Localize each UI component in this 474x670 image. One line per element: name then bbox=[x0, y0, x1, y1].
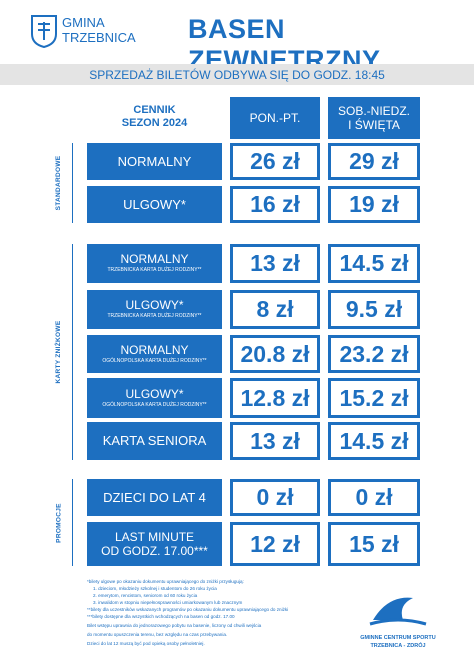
price: 13 zł bbox=[230, 422, 320, 460]
footnotes: *bilety ulgowe po okazaniu dokumentu upr… bbox=[87, 578, 288, 647]
section-rule bbox=[72, 143, 73, 223]
row-label: NORMALNY bbox=[87, 143, 222, 180]
section-rule bbox=[72, 244, 73, 460]
row-title: ULGOWY* bbox=[125, 386, 184, 401]
row-title: DZIECI DO LAT 4 bbox=[103, 489, 206, 505]
row-subtitle: OD GODZ. 17.00*** bbox=[101, 544, 208, 558]
footnote: ***bilety dostępne dla wszystkich wchodz… bbox=[87, 614, 235, 619]
row-title: ULGOWY* bbox=[125, 298, 184, 312]
row-label: KARTA SENIORA bbox=[87, 422, 222, 460]
header-line: I ŚWIĘTA bbox=[348, 118, 400, 132]
row-subtitle: OGÓLNOPOLSKA KARTA DUŻEJ RODZINY** bbox=[102, 401, 207, 408]
price: 19 zł bbox=[328, 186, 420, 223]
price: 20.8 zł bbox=[230, 335, 320, 373]
header-line: SEZON 2024 bbox=[121, 117, 188, 129]
footnote: 1. dzieciom, młodzieży szkolnej i studen… bbox=[93, 586, 217, 591]
header-line: PON.-PT. bbox=[249, 111, 301, 125]
header-line: CENNIK bbox=[133, 104, 176, 116]
row-label: DZIECI DO LAT 4 bbox=[87, 479, 222, 516]
price: 15.2 zł bbox=[328, 378, 420, 418]
header-line: SOB.-NIEDZ. bbox=[337, 104, 410, 118]
footnote: *bilety ulgowe po okazaniu dokumentu upr… bbox=[87, 579, 244, 584]
row-subtitle: TRZEBNICKA KARTA DUŻEJ RODZINY** bbox=[107, 267, 202, 273]
row-subtitle: OGÓLNOPOLSKA KARTA DUŻEJ RODZINY** bbox=[102, 357, 207, 364]
row-title: NORMALNY bbox=[117, 153, 192, 169]
header-label: CENNIK SEZON 2024 bbox=[87, 97, 222, 137]
price: 13 zł bbox=[230, 244, 320, 283]
price: 0 zł bbox=[230, 479, 320, 516]
price: 29 zł bbox=[328, 143, 420, 180]
price: 14.5 zł bbox=[328, 244, 420, 283]
logo-text: GMINA TRZEBNICA bbox=[62, 15, 136, 45]
logo-line: GMINNE CENTRUM SPORTU bbox=[360, 635, 436, 641]
price: 26 zł bbox=[230, 143, 320, 180]
crest bbox=[31, 15, 57, 48]
logo-line: TRZEBNICA - ZDRÓJ bbox=[370, 643, 426, 649]
sport-logo-text: GMINNE CENTRUM SPORTU TRZEBNICA - ZDRÓJ bbox=[350, 634, 446, 650]
sport-logo bbox=[369, 597, 427, 626]
footnote: 3. inwalidom w stopniu niepełnosprawnośc… bbox=[93, 600, 243, 605]
row-subtitle: TRZEBNICKA KARTA DUŻEJ RODZINY** bbox=[107, 313, 202, 319]
row-label: NORMALNY OGÓLNOPOLSKA KARTA DUŻEJ RODZINY… bbox=[87, 335, 222, 373]
price: 14.5 zł bbox=[328, 422, 420, 460]
price: 9.5 zł bbox=[328, 290, 420, 329]
row-title: KARTA SENIORA bbox=[102, 433, 207, 448]
row-label: LAST MINUTE OD GODZ. 17.00*** bbox=[87, 522, 222, 566]
footnote: 2. emerytom, rencistom, seniorom od 60 r… bbox=[93, 593, 198, 598]
section-label: PROMOCJE bbox=[55, 502, 62, 543]
row-label: ULGOWY* TRZEBNICKA KARTA DUŻEJ RODZINY** bbox=[87, 290, 222, 329]
footnote: Bilet wstępu uprawnia do jednorazowego p… bbox=[87, 623, 262, 628]
footnote: **bilety dla uczestników wskazanych prog… bbox=[87, 607, 289, 612]
banner: SPRZEDAŻ BILETÓW ODBYWA SIĘ DO GODZ. 18:… bbox=[0, 64, 474, 85]
section-label: KARTY ZNIŻKOWE bbox=[55, 320, 62, 384]
header-cell: PON.-PT. bbox=[230, 97, 320, 139]
price: 12.8 zł bbox=[230, 378, 320, 418]
price: 0 zł bbox=[328, 479, 420, 516]
row-title: LAST MINUTE bbox=[114, 530, 195, 544]
price: 23.2 zł bbox=[328, 335, 420, 373]
section-label: STANDARDOWE bbox=[55, 155, 62, 211]
row-title: NORMALNY bbox=[120, 342, 189, 357]
price: 16 zł bbox=[230, 186, 320, 223]
row-title: NORMALNY bbox=[120, 252, 189, 266]
price: 8 zł bbox=[230, 290, 320, 329]
row-title: ULGOWY* bbox=[123, 196, 186, 212]
row-label: ULGOWY* OGÓLNOPOLSKA KARTA DUŻEJ RODZINY*… bbox=[87, 378, 222, 418]
price: 12 zł bbox=[230, 522, 320, 566]
row-label: ULGOWY* bbox=[87, 186, 222, 223]
footnote: do momentu opuszczenia terenu, bez wzglę… bbox=[87, 632, 228, 637]
section-rule bbox=[72, 479, 73, 566]
footnote: Dzieci do lat 12 muszą być pod opieką os… bbox=[87, 641, 205, 646]
header-cell: SOB.-NIEDZ. I ŚWIĘTA bbox=[328, 97, 420, 139]
row-label: NORMALNY TRZEBNICKA KARTA DUŻEJ RODZINY** bbox=[87, 244, 222, 283]
price: 15 zł bbox=[328, 522, 420, 566]
logo-line: GMINA bbox=[62, 15, 105, 30]
logo-line: TRZEBNICA bbox=[62, 30, 136, 45]
